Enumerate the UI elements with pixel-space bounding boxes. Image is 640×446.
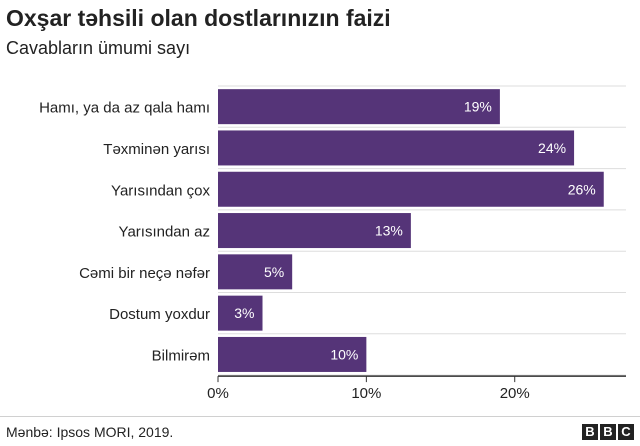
bar-value-label: 24% xyxy=(538,140,566,156)
bar xyxy=(218,89,500,125)
bar xyxy=(218,171,604,207)
category-label: Təxminən yarısı xyxy=(103,141,210,158)
bar-value-label: 26% xyxy=(568,181,596,197)
bar-value-label: 5% xyxy=(264,264,284,280)
x-tick-label: 0% xyxy=(207,385,229,402)
bar xyxy=(218,254,293,290)
bar-value-label: 3% xyxy=(234,305,254,321)
bar xyxy=(218,213,411,249)
x-tick-label: 20% xyxy=(500,385,530,402)
chart-title: Oxşar təhsili olan dostlarınızın faizi xyxy=(6,5,391,31)
bbc-logo-letter: B xyxy=(600,424,616,440)
bbc-logo-letter: B xyxy=(582,424,598,440)
category-label: Dostum yoxdur xyxy=(109,306,210,323)
bar-value-label: 10% xyxy=(330,346,358,362)
bar xyxy=(218,295,263,331)
bar-value-label: 19% xyxy=(464,99,492,115)
bbc-logo-letter: C xyxy=(618,424,634,440)
footer-divider xyxy=(0,416,640,417)
source-note: Mənbə: Ipsos MORI, 2019. xyxy=(6,424,174,440)
bar xyxy=(218,336,367,372)
bar-chart: Hamı, ya da az qala hamı 19% Təxminən yarı… xyxy=(39,85,626,402)
category-label: Yarısından çox xyxy=(111,182,210,199)
bar xyxy=(218,130,575,166)
category-label: Hamı, ya da az qala hamı xyxy=(39,100,210,117)
bar-value-label: 13% xyxy=(375,223,403,239)
bbc-logo: B B C xyxy=(582,424,634,440)
x-tick-label: 10% xyxy=(351,385,381,402)
category-label: Bilmirəm xyxy=(152,347,210,364)
category-label: Cəmi bir neçə nəfər xyxy=(79,265,210,282)
chart-subtitle: Cavabların ümumi sayı xyxy=(6,38,191,58)
category-label: Yarısından az xyxy=(119,224,210,241)
